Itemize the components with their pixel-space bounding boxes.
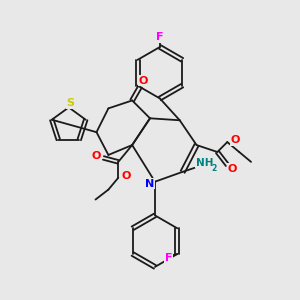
Text: O: O [122, 171, 131, 181]
Text: F: F [165, 253, 172, 263]
Text: F: F [156, 32, 164, 42]
Text: O: O [227, 164, 237, 174]
Text: N: N [146, 179, 154, 189]
Text: 2: 2 [212, 164, 217, 173]
Text: O: O [92, 151, 101, 161]
Text: O: O [230, 135, 240, 145]
Text: S: S [67, 98, 75, 108]
Text: NH: NH [196, 158, 213, 168]
Text: O: O [138, 76, 148, 85]
